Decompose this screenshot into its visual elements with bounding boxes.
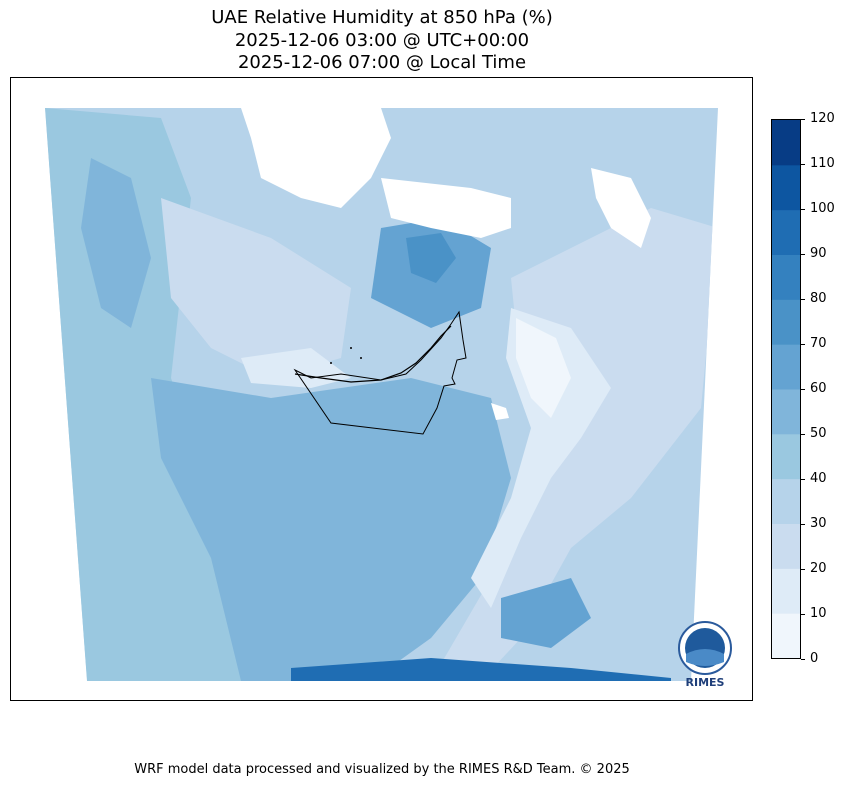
colorbar-tick — [801, 208, 805, 210]
colorbar-swatch — [772, 613, 800, 659]
colorbar-swatch — [772, 523, 800, 569]
colorbar-tick — [801, 163, 805, 165]
colorbar-swatch — [772, 433, 800, 480]
contour-south-strip — [291, 658, 671, 681]
colorbar-tick-label: 120 — [810, 111, 835, 126]
colorbar-swatch — [772, 478, 800, 524]
colorbar-tick-label: 0 — [810, 651, 819, 666]
colorbar-swatch — [772, 389, 800, 435]
credit-text: WRF model data processed and visualized … — [134, 762, 630, 777]
colorbar-tick — [801, 433, 805, 435]
colorbar-tick — [801, 253, 805, 255]
colorbar-tick — [801, 298, 805, 300]
contour-southeast-moist — [501, 578, 591, 648]
colorbar-tick — [801, 118, 805, 120]
island-dot — [330, 362, 332, 364]
colorbar-swatch — [772, 344, 800, 390]
contour-east-drier — [471, 308, 611, 608]
nodata-northeast — [591, 168, 651, 248]
colorbar-tick-label: 40 — [810, 471, 827, 486]
colorbar-tick-label: 110 — [810, 156, 835, 171]
humidity-map — [45, 108, 718, 681]
colorbar-tick-label: 60 — [810, 381, 827, 396]
colorbar-tick — [801, 568, 805, 570]
colorbar-swatch — [772, 164, 800, 211]
colorbar-tick-label: 70 — [810, 336, 827, 351]
colorbar-tick-label: 10 — [810, 606, 827, 621]
colorbar-swatch — [772, 299, 800, 345]
colorbar-tick-label: 50 — [810, 426, 827, 441]
colorbar-tick-label: 30 — [810, 516, 827, 531]
colorbar-tick-label: 20 — [810, 561, 827, 576]
rimes-logo: RIMES — [678, 621, 732, 689]
colorbar-tick — [801, 478, 805, 480]
nodata-east-small — [491, 403, 509, 420]
colorbar-tick-label: 80 — [810, 291, 827, 306]
colorbar — [771, 119, 801, 659]
island-dot — [350, 347, 352, 349]
nodata-gulf — [381, 178, 511, 238]
colorbar-tick — [801, 523, 805, 525]
colorbar-swatches — [772, 120, 800, 659]
contour-gulf-core — [406, 233, 456, 283]
colorbar-tick-label: 90 — [810, 246, 827, 261]
utc-time-label: 2025-12-06 03:00 @ UTC+00:00 — [234, 30, 530, 51]
contour-west-core — [81, 158, 151, 328]
contour-central-moist — [151, 378, 511, 681]
nodata-north — [241, 108, 391, 208]
map-title: UAE Relative Humidity at 850 hPa (%) — [211, 7, 553, 28]
colorbar-swatch — [772, 254, 800, 300]
colorbar-tick — [801, 658, 805, 660]
map-panel — [10, 77, 753, 701]
colorbar-tick — [801, 343, 805, 345]
colorbar-tick — [801, 388, 805, 390]
colorbar-swatch — [772, 209, 800, 255]
contour-central-dry — [161, 198, 351, 378]
colorbar-swatch — [772, 568, 800, 614]
uae-coastline — [294, 325, 452, 383]
colorbar-tick-label: 100 — [810, 201, 835, 216]
colorbar-swatch — [772, 120, 800, 166]
humidity-contours — [45, 108, 718, 681]
local-time-label: 2025-12-06 07:00 @ Local Time — [237, 52, 527, 73]
logo-text: RIMES — [686, 676, 725, 689]
island-dot — [360, 357, 362, 359]
colorbar-tick — [801, 613, 805, 615]
contour-east-driest — [516, 318, 571, 418]
